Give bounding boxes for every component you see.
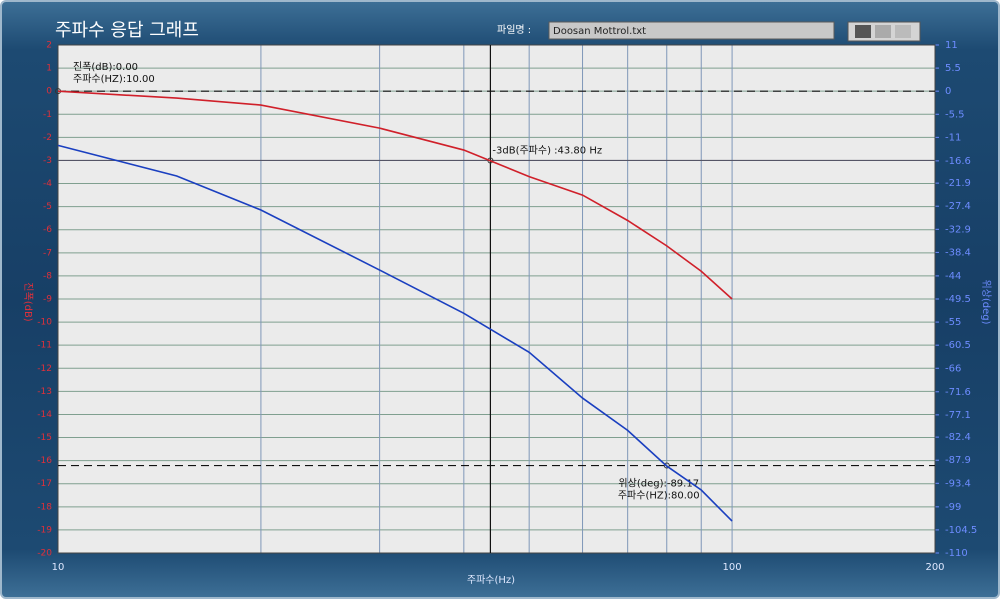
x-axis-label: 주파수(Hz) — [467, 574, 515, 586]
file-name: Doosan Mottrol.txt — [553, 26, 646, 37]
file-box — [548, 21, 835, 40]
cursor-label: 주파수(HZ):10.00 — [73, 73, 155, 85]
plot-border — [57, 44, 936, 554]
y-tick-label: -7 — [43, 248, 52, 258]
y-tick-label: -10 — [37, 318, 52, 328]
y-tick-label: -2 — [43, 133, 52, 143]
series-line — [57, 90, 733, 300]
y-tick-label: -20 — [37, 549, 52, 559]
y-tick-label: -19 — [37, 525, 52, 535]
y2-tick-label: -87.9 — [945, 455, 971, 466]
y2-tick-label: -99 — [945, 502, 961, 513]
y2-tick-label: -5.5 — [945, 109, 965, 120]
y2-tick-label: -55 — [945, 317, 961, 328]
tool-pan[interactable] — [895, 25, 911, 38]
y2-tick-label: -66 — [945, 363, 961, 374]
y2-tick-label: 5.5 — [945, 63, 961, 74]
x-tick-label: 10 — [52, 562, 65, 573]
y2-tick-label: -71.6 — [945, 387, 971, 398]
y2-tick-label: -11 — [945, 132, 961, 143]
y2-tick-label: -16.6 — [945, 156, 971, 167]
y2-axis-label: 위상(deg) — [980, 279, 993, 324]
y-tick-label: -9 — [43, 295, 52, 305]
cursor-label: 주파수(HZ):80.00 — [618, 490, 700, 502]
y-tick-label: -15 — [37, 433, 52, 443]
cursor-label: -3dB(주파수) :43.80 Hz — [492, 144, 602, 156]
tool-cursor[interactable] — [855, 25, 871, 38]
y2-tick-label: -27.4 — [945, 201, 971, 212]
tool-zoom[interactable] — [875, 25, 891, 38]
y-tick-label: -8 — [43, 271, 52, 281]
y2-tick-label: -21.9 — [945, 178, 971, 189]
y2-tick-label: -60.5 — [945, 340, 971, 351]
series-line — [57, 144, 733, 522]
y2-tick-label: -104.5 — [945, 525, 977, 536]
y-tick-label: -3 — [43, 156, 52, 166]
y2-tick-label: -38.4 — [945, 247, 971, 258]
y2-tick-label: 0 — [945, 86, 951, 97]
x-tick-label: 100 — [723, 562, 742, 573]
y-tick-label: -1 — [43, 110, 52, 120]
y2-tick-label: -93.4 — [945, 478, 971, 489]
y-tick-label: 2 — [46, 41, 52, 51]
cursor-point — [663, 462, 670, 469]
y-tick-label: -4 — [43, 179, 52, 189]
y-tick-label: -6 — [43, 225, 52, 235]
cursor-label: 진폭(dB):0.00 — [73, 61, 138, 73]
y-tick-label: 1 — [46, 64, 52, 74]
x-tick-label: 200 — [925, 562, 944, 573]
y-tick-label: 0 — [46, 87, 52, 97]
y-tick-label: -11 — [37, 341, 52, 351]
file-label: 파일명 : — [497, 24, 531, 36]
y-tick-label: -18 — [37, 502, 52, 512]
y2-tick-label: -110 — [945, 548, 968, 559]
y2-tick-label: -77.1 — [945, 410, 971, 421]
y-tick-label: -13 — [37, 387, 52, 397]
cursor-label: 위상(deg):-89.17 — [618, 477, 699, 490]
y2-tick-label: -44 — [945, 271, 961, 282]
y-axis-label: 진폭(dB) — [22, 282, 34, 322]
y2-tick-label: 11 — [945, 40, 958, 51]
y2-tick-label: -82.4 — [945, 432, 971, 443]
y-tick-label: -16 — [37, 456, 52, 466]
y-tick-label: -17 — [37, 479, 52, 489]
y-tick-label: -14 — [37, 410, 52, 420]
y-tick-label: -5 — [43, 202, 52, 212]
y2-tick-label: -32.9 — [945, 224, 971, 235]
y-tick-label: -12 — [37, 364, 52, 374]
window-title: 주파수 응답 그래프 — [55, 20, 199, 41]
y2-tick-label: -49.5 — [945, 294, 971, 305]
